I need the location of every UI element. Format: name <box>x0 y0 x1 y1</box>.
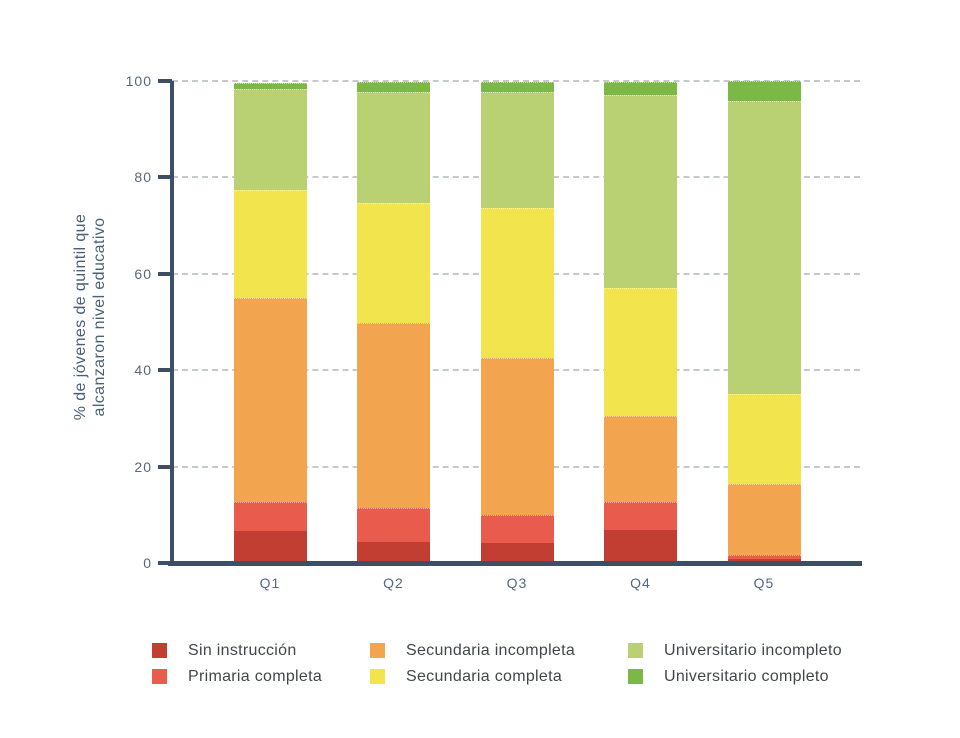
bar-segment-Q5-3 <box>727 484 801 555</box>
bar-segment-Q2-4 <box>357 202 430 323</box>
bar-segment-Q3-1 <box>480 542 554 563</box>
y-tick-0 <box>158 561 172 565</box>
gridline-100 <box>172 80 860 82</box>
legend-swatch-icon <box>370 669 385 684</box>
bar-segment-Q4-1 <box>604 529 677 563</box>
bar-segment-Q4-6 <box>604 81 677 96</box>
legend-column-3: Universitario incompleto Universitario co… <box>628 641 842 695</box>
legend-item: Universitario completo <box>628 667 842 685</box>
y-tick-label-100: 100 <box>125 73 152 89</box>
y-tick-label-20: 20 <box>134 458 152 475</box>
bar-segment-Q3-4 <box>480 207 554 359</box>
legend-column-1: Sin instrucción Primaria completa <box>152 641 370 695</box>
y-tick-80 <box>158 175 172 180</box>
legend-label: Universitario incompleto <box>664 641 842 659</box>
y-tick-label-80: 80 <box>134 169 152 186</box>
x-tick-label-Q5: Q5 <box>753 575 775 591</box>
legend-item: Sin instrucción <box>152 641 370 659</box>
bar-segment-Q3-5 <box>480 92 554 208</box>
y-tick-20 <box>158 464 172 469</box>
x-tick-label-Q4: Q4 <box>630 575 651 591</box>
bar-segment-Q1-1 <box>233 530 307 563</box>
bar-segment-Q4-2 <box>604 501 677 530</box>
plot-area: 0 20 40 60 80 100 <box>126 73 860 571</box>
bar-segment-Q2-6 <box>357 81 430 93</box>
legend-label: Secundaria completa <box>406 667 563 685</box>
bar-segment-Q1-6 <box>233 82 307 89</box>
legend-swatch-icon <box>152 643 167 658</box>
bar-segment-Q1-3 <box>233 297 307 502</box>
legend-label: Secundaria incompleta <box>406 641 576 659</box>
legend-item: Universitario incompleto <box>628 641 842 659</box>
legend-item: Secundaria completa <box>370 667 628 685</box>
legend-column-2: Secundaria incompleta Secundaria completa <box>370 641 628 695</box>
x-tick-label-Q3: Q3 <box>506 575 528 591</box>
legend-swatch-icon <box>152 669 167 684</box>
legend: Sin instrucción Primaria completa Secundar… <box>152 641 842 695</box>
bar-segment-Q5-5 <box>727 101 801 395</box>
bar-segment-Q5-4 <box>727 394 801 485</box>
bar-segment-Q2-2 <box>357 508 430 542</box>
y-tick-label-40: 40 <box>134 362 152 379</box>
y-tick-label-0: 0 <box>143 555 152 571</box>
y-tick-label-60: 60 <box>134 265 152 282</box>
legend-item: Primaria completa <box>152 667 370 685</box>
bar-Q2 <box>357 81 430 563</box>
bar-segment-Q1-4 <box>233 190 307 298</box>
bar-segment-Q4-5 <box>604 95 677 289</box>
x-tick-label-Q2: Q2 <box>383 575 404 591</box>
bar-segment-Q4-3 <box>604 416 677 502</box>
bar-Q3 <box>480 81 554 563</box>
bar-segment-Q2-1 <box>357 541 430 563</box>
y-tick-60 <box>158 271 172 276</box>
bar-Q4 <box>604 81 677 563</box>
legend-label: Sin instrucción <box>188 641 297 659</box>
y-axis-line <box>170 81 174 566</box>
x-tick-label-Q1: Q1 <box>259 575 281 591</box>
legend-label: Primaria completa <box>188 667 323 685</box>
legend-swatch-icon <box>628 669 643 684</box>
bar-segment-Q2-3 <box>357 322 430 509</box>
legend-swatch-icon <box>628 643 643 658</box>
legend-item: Secundaria incompleta <box>370 641 628 659</box>
bar-segment-Q1-2 <box>233 501 307 531</box>
legend-label: Universitario completo <box>664 667 829 685</box>
y-axis-title: % de jóvenes de quintil que alcanzaron n… <box>71 192 109 442</box>
bar-segment-Q5-6 <box>727 81 801 102</box>
bar-segment-Q3-3 <box>480 358 554 515</box>
bar-segment-Q4-4 <box>604 288 677 416</box>
y-axis-title-line2: alcanzaron nivel educativo <box>91 217 108 417</box>
bar-segment-Q2-5 <box>357 92 430 203</box>
bar-segment-Q1-5 <box>233 88 307 191</box>
y-tick-100 <box>158 79 172 83</box>
legend-swatch-icon <box>370 643 385 658</box>
bar-segment-Q3-2 <box>480 514 554 543</box>
bar-segment-Q5-2 <box>727 554 801 560</box>
bar-Q5 <box>727 81 801 563</box>
y-tick-40 <box>158 368 172 373</box>
bar-Q1 <box>233 82 307 563</box>
y-axis-title-line1: % de jóvenes de quintil que <box>72 213 89 421</box>
bar-segment-Q3-6 <box>480 81 554 93</box>
x-axis-line <box>168 561 862 566</box>
